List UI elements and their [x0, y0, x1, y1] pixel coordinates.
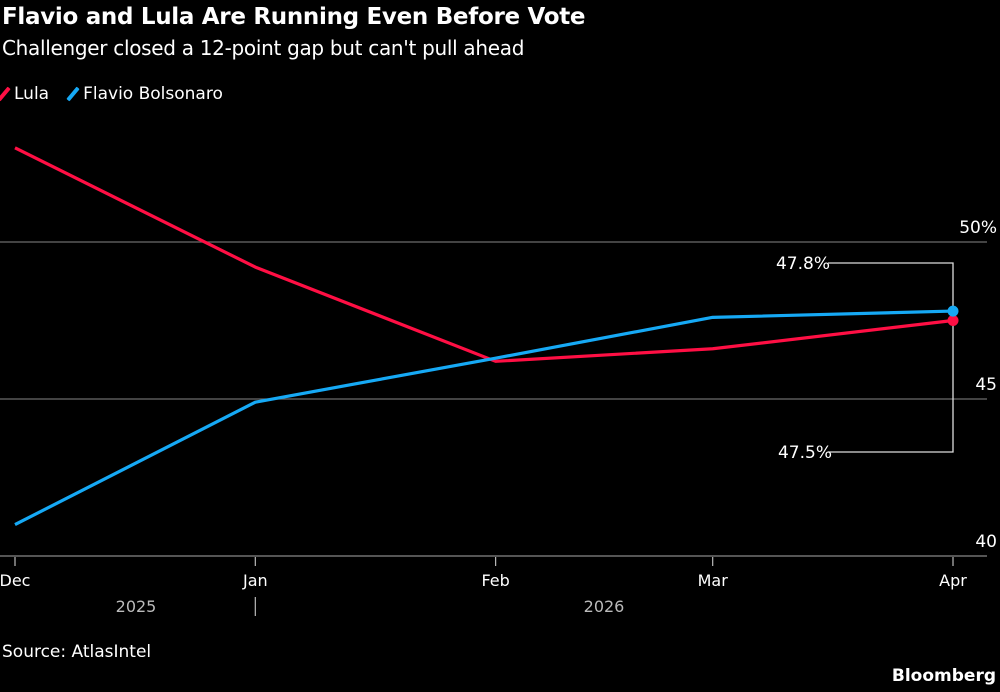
legend-label: Flavio Bolsonaro [83, 84, 223, 104]
source-note: Source: AtlasIntel [2, 642, 152, 662]
bloomberg-logo: Bloomberg [891, 666, 996, 686]
end-point-lula [947, 315, 959, 326]
x-tick-label: Mar [698, 571, 729, 590]
legend-item-flavio: Flavio Bolsonaro [66, 84, 223, 104]
legend-item-lula: Lula [0, 84, 50, 104]
series-line-lula [14, 146, 954, 363]
legend: Lula Flavio Bolsonaro [0, 84, 223, 104]
annotation-leader [828, 262, 954, 453]
chart-title: Flavio and Lula Are Running Even Before … [2, 4, 586, 30]
y-tick-label: 50% [959, 218, 997, 238]
annotation-flavio: 47.8% [776, 254, 830, 274]
x-tick-label: Dec [0, 571, 30, 590]
year-label: 2025 [116, 597, 157, 616]
annotation-lula: 47.5% [778, 443, 832, 463]
year-label: 2026 [584, 597, 625, 616]
chart-subtitle: Challenger closed a 12-point gap but can… [2, 36, 525, 60]
x-tick-label: Apr [939, 571, 967, 590]
legend-label: Lula [14, 84, 50, 104]
y-tick-label: 45 [975, 375, 997, 395]
x-tick-label: Feb [481, 571, 509, 590]
y-tick-label: 40 [975, 532, 997, 552]
x-tick-label: Jan [242, 571, 268, 590]
end-point-flavio [947, 305, 959, 317]
series-line-flavio [14, 309, 954, 527]
